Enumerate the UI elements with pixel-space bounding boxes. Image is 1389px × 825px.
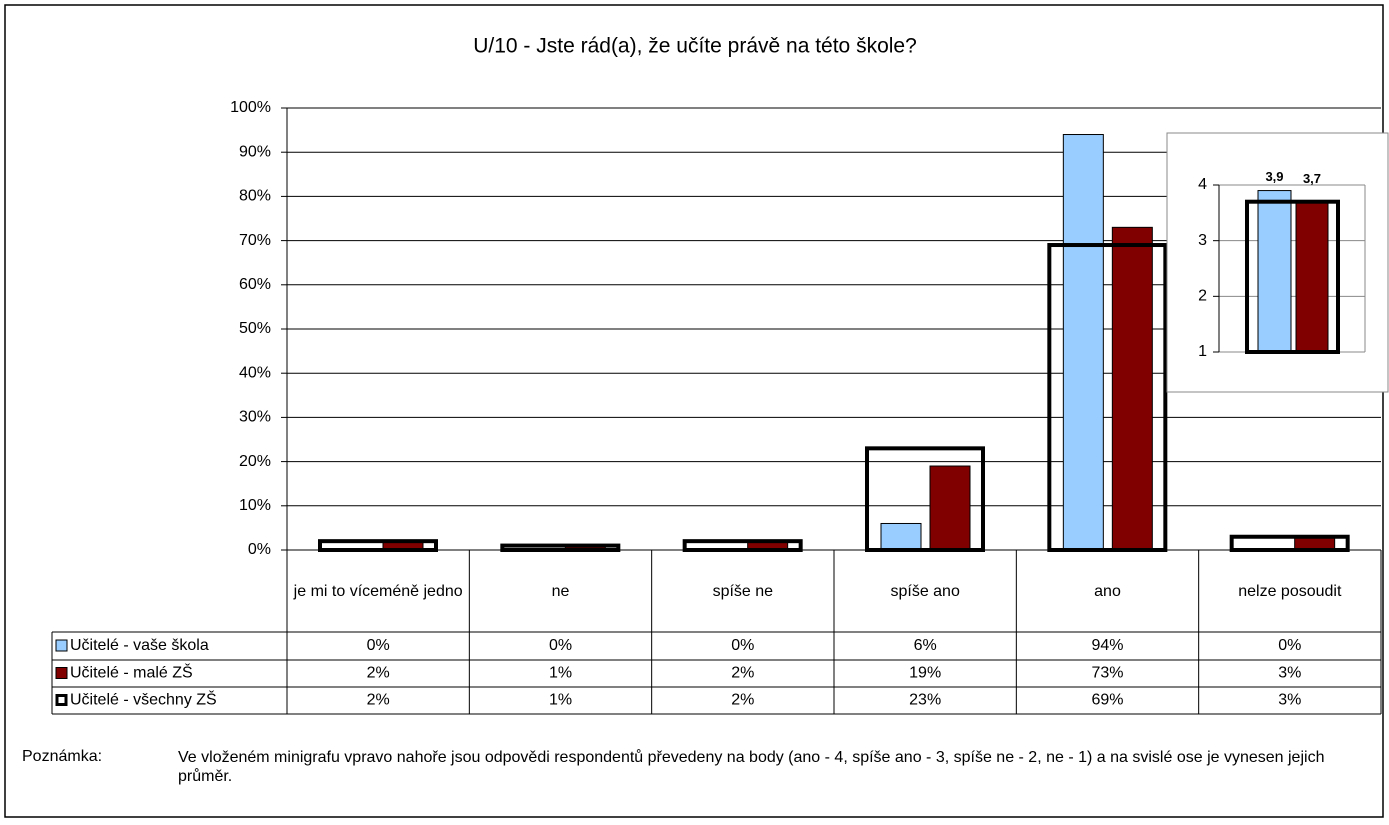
bar [1111, 226, 1153, 551]
x-tick-label: je mi to víceméně jedno [293, 582, 463, 600]
table-value: 2% [367, 692, 390, 709]
y-tick-label: 90% [239, 143, 271, 160]
legend-key [55, 639, 68, 652]
table-value: 0% [731, 637, 754, 654]
legend-label: Učitelé - malé ZŠ [70, 663, 193, 682]
x-tick-label: nelze posoudit [1238, 582, 1342, 600]
y-tick-label: 80% [239, 188, 271, 205]
y-tick-label: 100% [230, 99, 271, 116]
inset-y-tick-label: 1 [1198, 343, 1207, 360]
chart-frame [4, 4, 1384, 818]
table-value: 1% [549, 692, 572, 709]
bar [880, 522, 922, 551]
y-tick-label: 60% [239, 276, 271, 293]
chart-title: U/10 - Jste rád(a), že učíte právě na té… [473, 35, 917, 58]
table-value: 1% [549, 665, 572, 682]
bar-outline [318, 539, 438, 552]
inset-y-tick-label: 2 [1198, 288, 1207, 305]
x-tick-cell: spíše ano [890, 582, 960, 600]
note-text: Ve vloženém minigrafu vpravo nahoře jsou… [178, 749, 1325, 785]
x-tick-cell: ano [1094, 582, 1121, 600]
y-tick-label: 0% [248, 541, 271, 558]
y-tick-label: 70% [239, 232, 271, 249]
x-tick-cell: ne [551, 582, 570, 600]
y-tick-label: 50% [239, 320, 271, 337]
x-tick-label: ano [1094, 582, 1121, 600]
table-value: 2% [731, 665, 754, 682]
table-value: 3% [1278, 665, 1301, 682]
bar [1062, 134, 1104, 551]
inset-value-label: 3,9 [1265, 169, 1283, 184]
table-value: 19% [909, 665, 941, 682]
note-label: Poznámka: [22, 748, 103, 765]
legend-label: Učitelé - všechny ZŠ [70, 690, 217, 709]
inset-bar [1295, 201, 1329, 353]
inset-bar-outline [1245, 199, 1340, 354]
legend-label: Učitelé - vaše škola [70, 637, 209, 654]
table-value: 0% [549, 637, 572, 654]
table-value: 73% [1091, 665, 1123, 682]
x-tick-label: spíše ne [712, 582, 774, 600]
bar-outline [500, 543, 621, 553]
bar-outline [1047, 243, 1168, 553]
x-tick-cell: spíše ne [712, 582, 774, 600]
table-value: 0% [367, 637, 390, 654]
inset-y-tick-label: 4 [1198, 176, 1207, 193]
legend-key [55, 667, 68, 679]
bar [929, 465, 971, 551]
y-tick-label: 10% [239, 497, 271, 514]
x-tick-cell: je mi to víceméně jedno [293, 582, 463, 600]
y-tick-label: 20% [239, 453, 271, 470]
table-value: 69% [1091, 692, 1123, 709]
bar-outline [865, 446, 985, 552]
bar-outline [682, 539, 803, 552]
x-tick-label: spíše ano [890, 582, 960, 600]
table-value: 2% [731, 692, 754, 709]
legend-key [55, 694, 68, 706]
table-value: 2% [367, 665, 390, 682]
table-value: 6% [914, 637, 937, 654]
inset-y-tick-label: 3 [1198, 232, 1207, 249]
table-value: 3% [1278, 692, 1301, 709]
table-value: 0% [1278, 637, 1301, 654]
y-tick-label: 40% [239, 364, 271, 381]
x-tick-cell: nelze posoudit [1238, 582, 1342, 600]
table-value: 23% [909, 692, 941, 709]
inset-value-label: 3,7 [1303, 171, 1321, 186]
y-tick-label: 30% [239, 409, 271, 426]
table-value: 94% [1091, 637, 1123, 654]
x-tick-label: ne [551, 582, 570, 600]
inset-bar [1257, 190, 1292, 353]
bar-outline [1229, 534, 1350, 552]
